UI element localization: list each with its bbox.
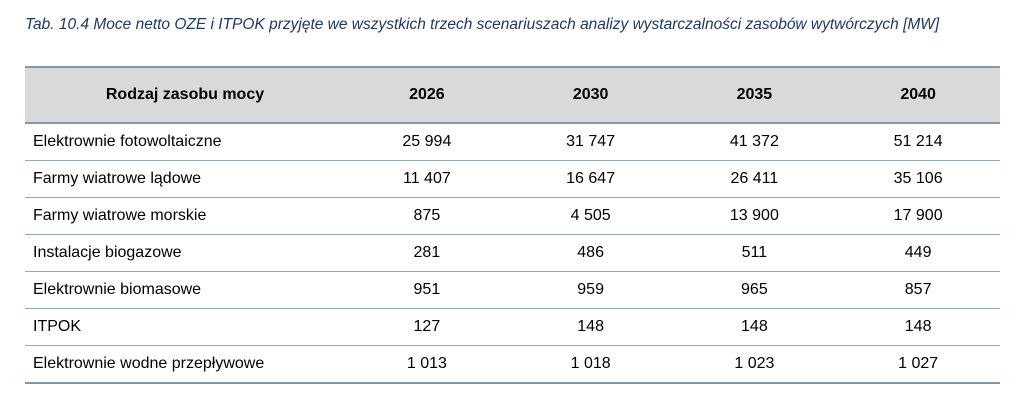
- cell-value: 951: [345, 271, 509, 309]
- table-row: Farmy wiatrowe lądowe 11 407 16 647 26 4…: [25, 160, 1000, 198]
- header-year-2026: 2026: [345, 66, 509, 124]
- cell-value: 16 647: [508, 160, 673, 198]
- cell-value: 148: [672, 308, 837, 346]
- cell-value: 1 027: [836, 345, 1000, 384]
- cell-value: 4 505: [508, 197, 673, 235]
- cell-value: 127: [345, 308, 509, 346]
- cell-value: 511: [672, 234, 837, 272]
- header-year-2035: 2035: [672, 66, 837, 124]
- cell-value: 965: [672, 271, 837, 309]
- cell-value: 281: [345, 234, 509, 272]
- table-row: Elektrownie fotowoltaiczne 25 994 31 747…: [25, 123, 1000, 161]
- cell-value: 959: [508, 271, 673, 309]
- cell-value: 148: [508, 308, 673, 346]
- cell-value: 31 747: [508, 123, 673, 161]
- row-label: Elektrownie biomasowe: [25, 271, 345, 309]
- cell-value: 875: [345, 197, 509, 235]
- cell-value: 51 214: [836, 123, 1000, 161]
- cell-value: 35 106: [836, 160, 1000, 198]
- row-label: Elektrownie wodne przepływowe: [25, 345, 345, 384]
- table-row: Farmy wiatrowe morskie 875 4 505 13 900 …: [25, 197, 1000, 235]
- cell-value: 148: [836, 308, 1000, 346]
- table-caption: Tab. 10.4 Moce netto OZE i ITPOK przyjęt…: [25, 16, 940, 33]
- capacity-table: Rodzaj zasobu mocy 2026 2030 2035 2040 E…: [25, 66, 1000, 384]
- header-year-2030: 2030: [508, 66, 673, 124]
- cell-value: 26 411: [672, 160, 837, 198]
- cell-value: 1 023: [672, 345, 837, 384]
- table-header-row: Rodzaj zasobu mocy 2026 2030 2035 2040: [25, 66, 1000, 124]
- row-label: Farmy wiatrowe lądowe: [25, 160, 345, 198]
- cell-value: 1 018: [508, 345, 673, 384]
- table-row: ITPOK 127 148 148 148: [25, 308, 1000, 346]
- cell-value: 857: [836, 271, 1000, 309]
- table-row: Elektrownie biomasowe 951 959 965 857: [25, 271, 1000, 309]
- row-label: ITPOK: [25, 308, 345, 346]
- cell-value: 25 994: [345, 123, 509, 161]
- cell-value: 449: [836, 234, 1000, 272]
- cell-value: 1 013: [345, 345, 509, 384]
- cell-value: 11 407: [345, 160, 509, 198]
- row-label: Instalacje biogazowe: [25, 234, 345, 272]
- table-row: Elektrownie wodne przepływowe 1 013 1 01…: [25, 345, 1000, 384]
- row-label: Elektrownie fotowoltaiczne: [25, 123, 345, 161]
- cell-value: 486: [508, 234, 673, 272]
- cell-value: 13 900: [672, 197, 837, 235]
- cell-value: 17 900: [836, 197, 1000, 235]
- row-label: Farmy wiatrowe morskie: [25, 197, 345, 235]
- cell-value: 41 372: [672, 123, 837, 161]
- header-year-2040: 2040: [836, 66, 1000, 124]
- header-resource-type: Rodzaj zasobu mocy: [25, 66, 345, 124]
- table-row: Instalacje biogazowe 281 486 511 449: [25, 234, 1000, 272]
